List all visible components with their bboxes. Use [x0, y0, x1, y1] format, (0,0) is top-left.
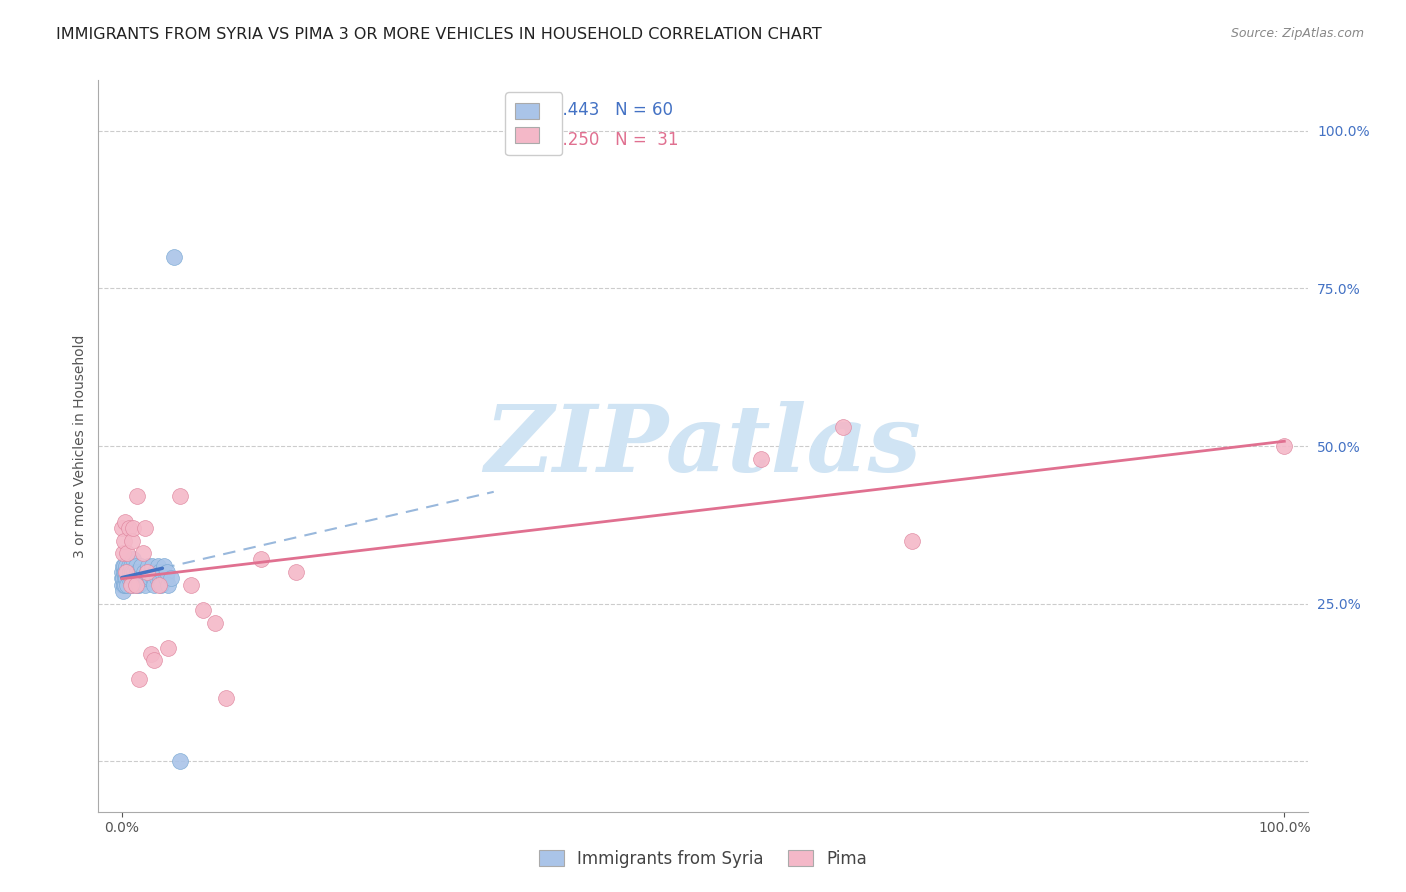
Point	[111, 558, 134, 573]
Point	[138, 558, 160, 573]
Point	[111, 571, 134, 585]
Point	[169, 490, 191, 504]
Point	[169, 754, 191, 768]
Point	[139, 565, 162, 579]
Point	[145, 565, 167, 579]
Point	[114, 515, 136, 529]
Point	[150, 565, 173, 579]
Point	[111, 546, 134, 560]
Point	[128, 673, 150, 687]
Point	[250, 552, 273, 566]
Point	[124, 571, 146, 585]
Point	[139, 647, 162, 661]
Point	[146, 558, 169, 573]
Point	[901, 533, 924, 548]
Point	[111, 565, 134, 579]
Point	[127, 571, 149, 585]
Point	[143, 578, 166, 592]
Point	[152, 558, 174, 573]
Point	[122, 571, 145, 585]
Point	[122, 552, 145, 566]
Point	[141, 558, 163, 573]
Point	[121, 533, 143, 548]
Y-axis label: 3 or more Vehicles in Household: 3 or more Vehicles in Household	[73, 334, 87, 558]
Point	[134, 578, 156, 592]
Point	[155, 571, 177, 585]
Point	[124, 578, 146, 592]
Point	[128, 578, 150, 592]
Point	[114, 565, 136, 579]
Point	[117, 546, 139, 560]
Point	[129, 565, 152, 579]
Point	[120, 571, 142, 585]
Point	[159, 571, 181, 585]
Point	[131, 558, 153, 573]
Point	[115, 571, 138, 585]
Point	[112, 558, 135, 573]
Point	[132, 565, 155, 579]
Point	[111, 521, 134, 535]
Point	[124, 558, 146, 573]
Point	[157, 640, 180, 655]
Text: ZIPatlas: ZIPatlas	[485, 401, 921, 491]
Point	[138, 571, 160, 585]
Point	[204, 615, 226, 630]
Point	[150, 578, 173, 592]
Point	[136, 565, 159, 579]
Point	[117, 578, 139, 592]
Point	[149, 571, 172, 585]
Point	[124, 571, 146, 585]
Point	[118, 571, 141, 585]
Point	[112, 578, 135, 592]
Text: Source: ZipAtlas.com: Source: ZipAtlas.com	[1230, 27, 1364, 40]
Legend: Immigrants from Syria, Pima: Immigrants from Syria, Pima	[531, 844, 875, 875]
Point	[142, 571, 165, 585]
Point	[134, 521, 156, 535]
Point	[131, 546, 153, 560]
Point	[749, 451, 772, 466]
Point	[1272, 439, 1295, 453]
Point	[121, 565, 143, 579]
Point	[180, 578, 202, 592]
Point	[145, 571, 167, 585]
Point	[131, 571, 153, 585]
Point	[125, 578, 148, 592]
Point	[111, 578, 134, 592]
Point	[157, 578, 180, 592]
Point	[120, 558, 142, 573]
Point	[111, 571, 134, 585]
Point	[191, 603, 214, 617]
Point	[831, 420, 853, 434]
Point	[125, 490, 148, 504]
Point	[112, 565, 135, 579]
Point	[143, 653, 166, 667]
Point	[118, 558, 141, 573]
Point	[118, 521, 141, 535]
Text: IMMIGRANTS FROM SYRIA VS PIMA 3 OR MORE VEHICLES IN HOUSEHOLD CORRELATION CHART: IMMIGRANTS FROM SYRIA VS PIMA 3 OR MORE …	[56, 27, 823, 42]
Point	[114, 578, 136, 592]
Point	[118, 565, 141, 579]
Point	[122, 521, 145, 535]
Point	[285, 565, 308, 579]
Point	[115, 565, 138, 579]
Point	[163, 250, 186, 264]
Point	[148, 565, 170, 579]
Point	[111, 584, 134, 599]
Point	[114, 571, 136, 585]
Point	[112, 533, 135, 548]
Point	[115, 558, 138, 573]
Point	[125, 565, 148, 579]
Text: R = 0.443   N = 60: R = 0.443 N = 60	[516, 101, 672, 119]
Point	[156, 565, 179, 579]
Point	[148, 578, 170, 592]
Point	[124, 565, 146, 579]
Legend: , : ,	[505, 92, 562, 155]
Text: R = 0.250   N =  31: R = 0.250 N = 31	[516, 131, 678, 149]
Point	[135, 571, 157, 585]
Point	[215, 691, 238, 706]
Point	[117, 565, 139, 579]
Point	[136, 565, 159, 579]
Point	[121, 578, 143, 592]
Point	[120, 578, 142, 592]
